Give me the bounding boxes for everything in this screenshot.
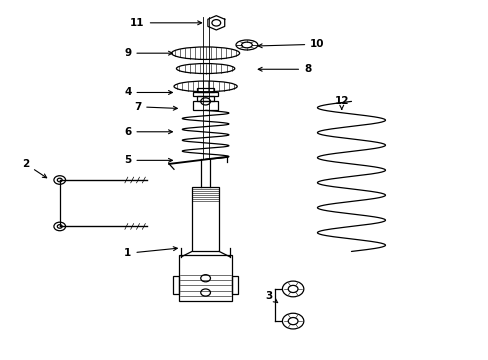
Text: 6: 6 <box>124 127 172 137</box>
Bar <box>193 92 217 96</box>
Text: 1: 1 <box>124 247 177 258</box>
Text: 4: 4 <box>124 87 172 98</box>
Text: 8: 8 <box>258 64 311 74</box>
Text: 5: 5 <box>124 156 172 165</box>
Bar <box>197 96 214 101</box>
Bar <box>193 102 217 111</box>
Text: 12: 12 <box>334 96 348 109</box>
Text: 2: 2 <box>22 159 46 178</box>
Bar <box>179 255 232 301</box>
Text: 11: 11 <box>130 18 201 28</box>
Bar <box>232 276 238 294</box>
Text: 3: 3 <box>264 291 277 303</box>
Bar <box>192 187 219 251</box>
Bar <box>197 88 214 92</box>
Bar <box>173 276 179 294</box>
Text: 10: 10 <box>258 39 324 49</box>
Text: 9: 9 <box>124 48 172 58</box>
Text: 7: 7 <box>134 102 177 112</box>
